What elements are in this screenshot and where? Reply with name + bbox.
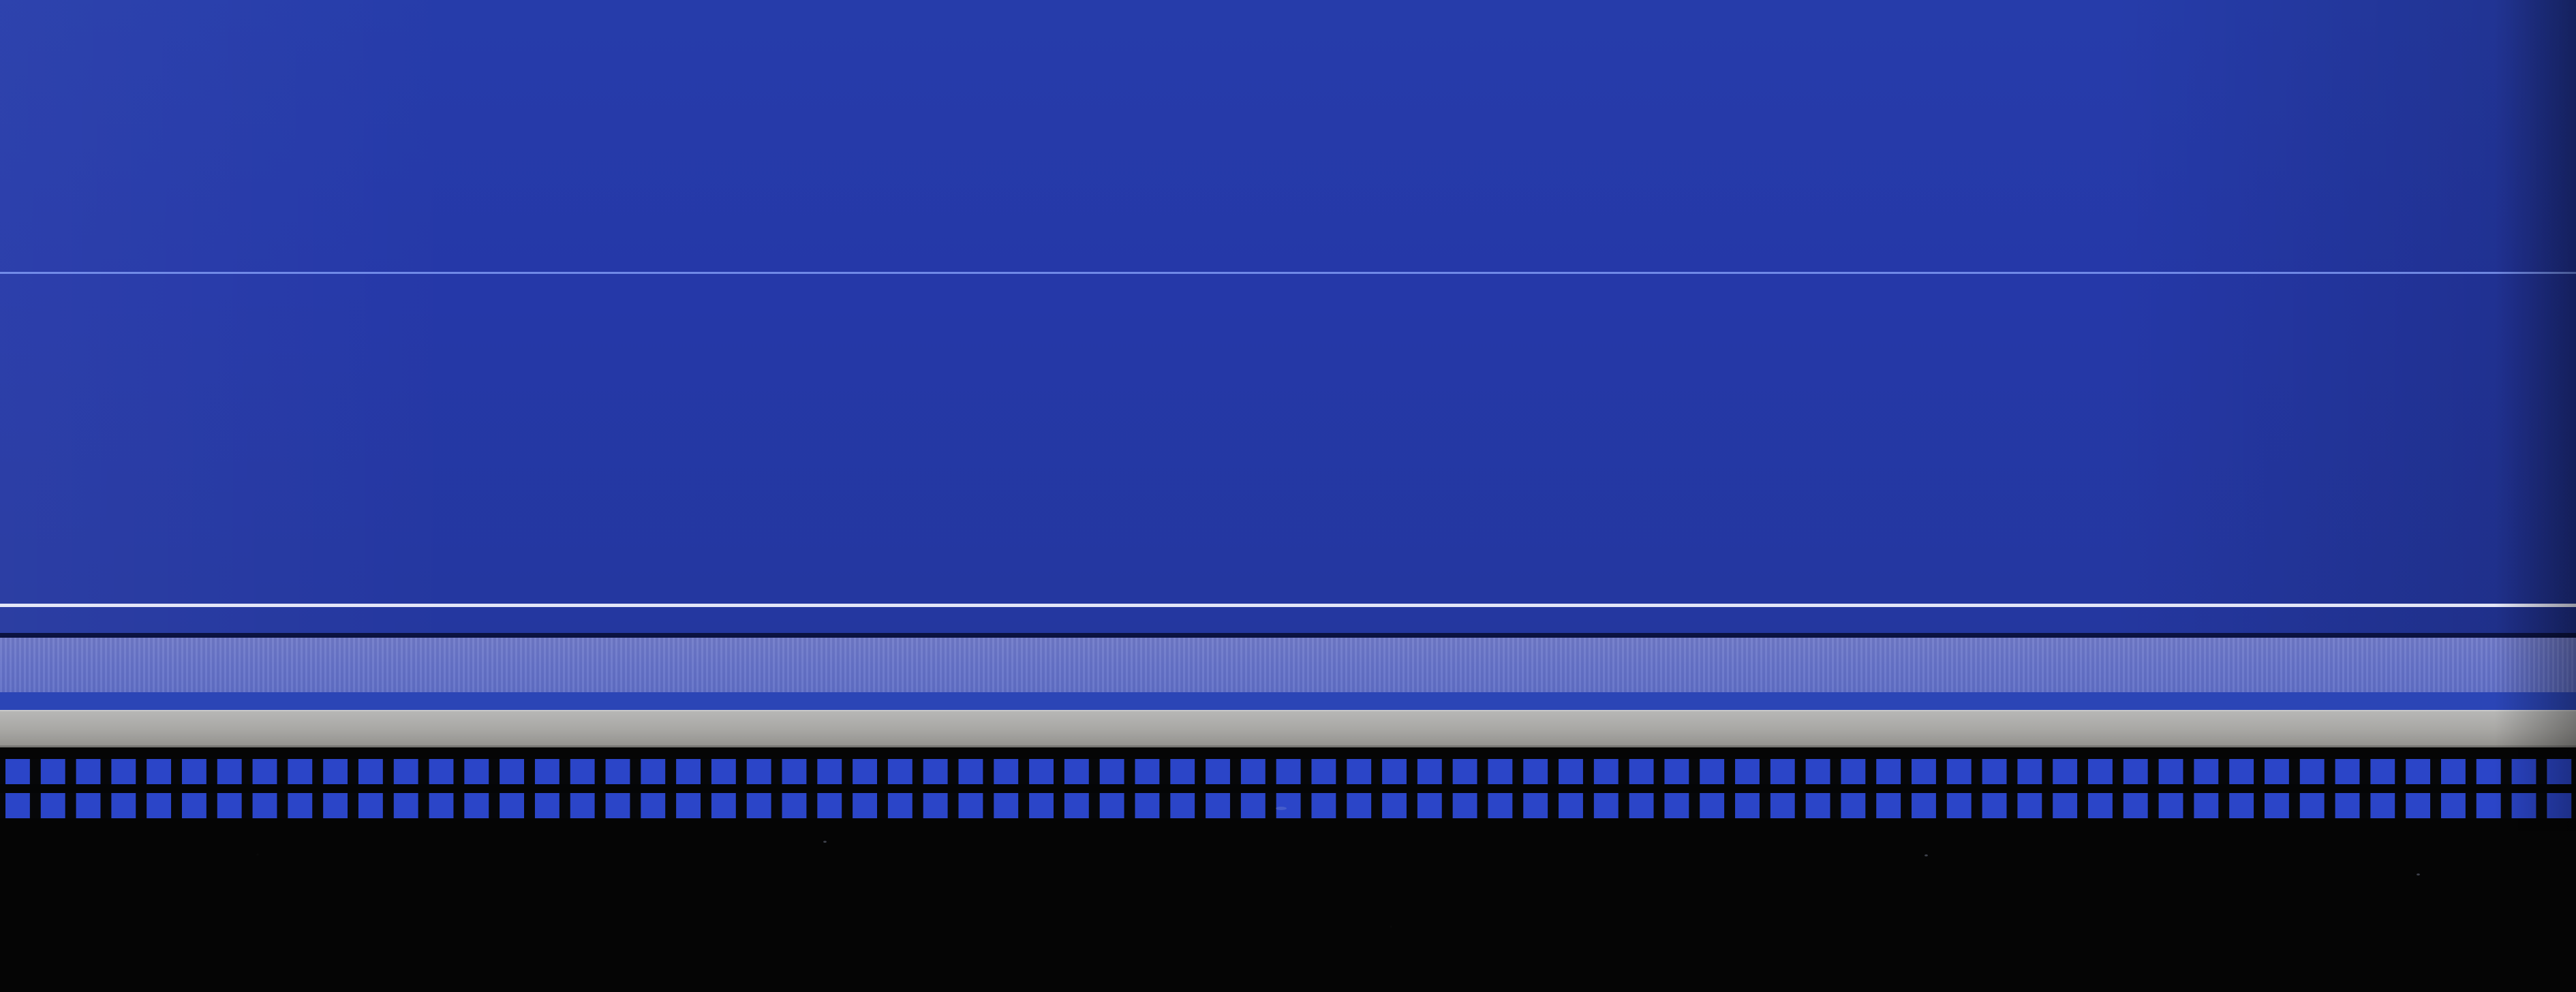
lower-blue-square-row xyxy=(0,793,2576,818)
dust-speck xyxy=(2417,873,2420,875)
dust-speck xyxy=(1925,854,1928,856)
blue-horizontal-gap xyxy=(0,692,2576,710)
upper-blue-square-row xyxy=(0,759,2576,784)
lower-horizontal-line xyxy=(0,604,2576,607)
dust-speck xyxy=(823,841,827,843)
dark-horizontal-rule xyxy=(0,633,2576,638)
dust-speck xyxy=(1276,807,1287,810)
black-bottom-area xyxy=(0,820,2576,992)
upper-horizontal-line xyxy=(0,272,2576,274)
blue-field xyxy=(0,0,2576,637)
silver-horizontal-band xyxy=(0,710,2576,747)
lavender-horizontal-band xyxy=(0,638,2576,692)
black-gap-between-square-rows xyxy=(0,784,2576,793)
